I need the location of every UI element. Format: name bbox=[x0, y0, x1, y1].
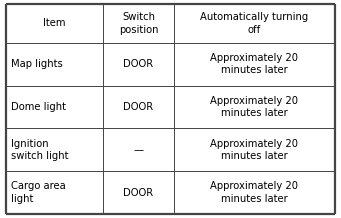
Text: Cargo area
light: Cargo area light bbox=[11, 181, 65, 204]
Text: Approximately 20
minutes later: Approximately 20 minutes later bbox=[210, 53, 298, 75]
Text: Switch
position: Switch position bbox=[119, 12, 158, 35]
Text: Approximately 20
minutes later: Approximately 20 minutes later bbox=[210, 181, 298, 204]
Text: Dome light: Dome light bbox=[11, 102, 65, 112]
Text: Item: Item bbox=[43, 18, 66, 28]
Text: DOOR: DOOR bbox=[123, 102, 153, 112]
Text: DOOR: DOOR bbox=[123, 188, 153, 198]
Text: Map lights: Map lights bbox=[11, 59, 62, 69]
Text: —: — bbox=[133, 145, 144, 155]
Text: Automatically turning
off: Automatically turning off bbox=[200, 12, 309, 35]
Text: Approximately 20
minutes later: Approximately 20 minutes later bbox=[210, 96, 298, 118]
Text: DOOR: DOOR bbox=[123, 59, 153, 69]
Text: Ignition
switch light: Ignition switch light bbox=[11, 139, 68, 161]
Text: Approximately 20
minutes later: Approximately 20 minutes later bbox=[210, 139, 298, 161]
